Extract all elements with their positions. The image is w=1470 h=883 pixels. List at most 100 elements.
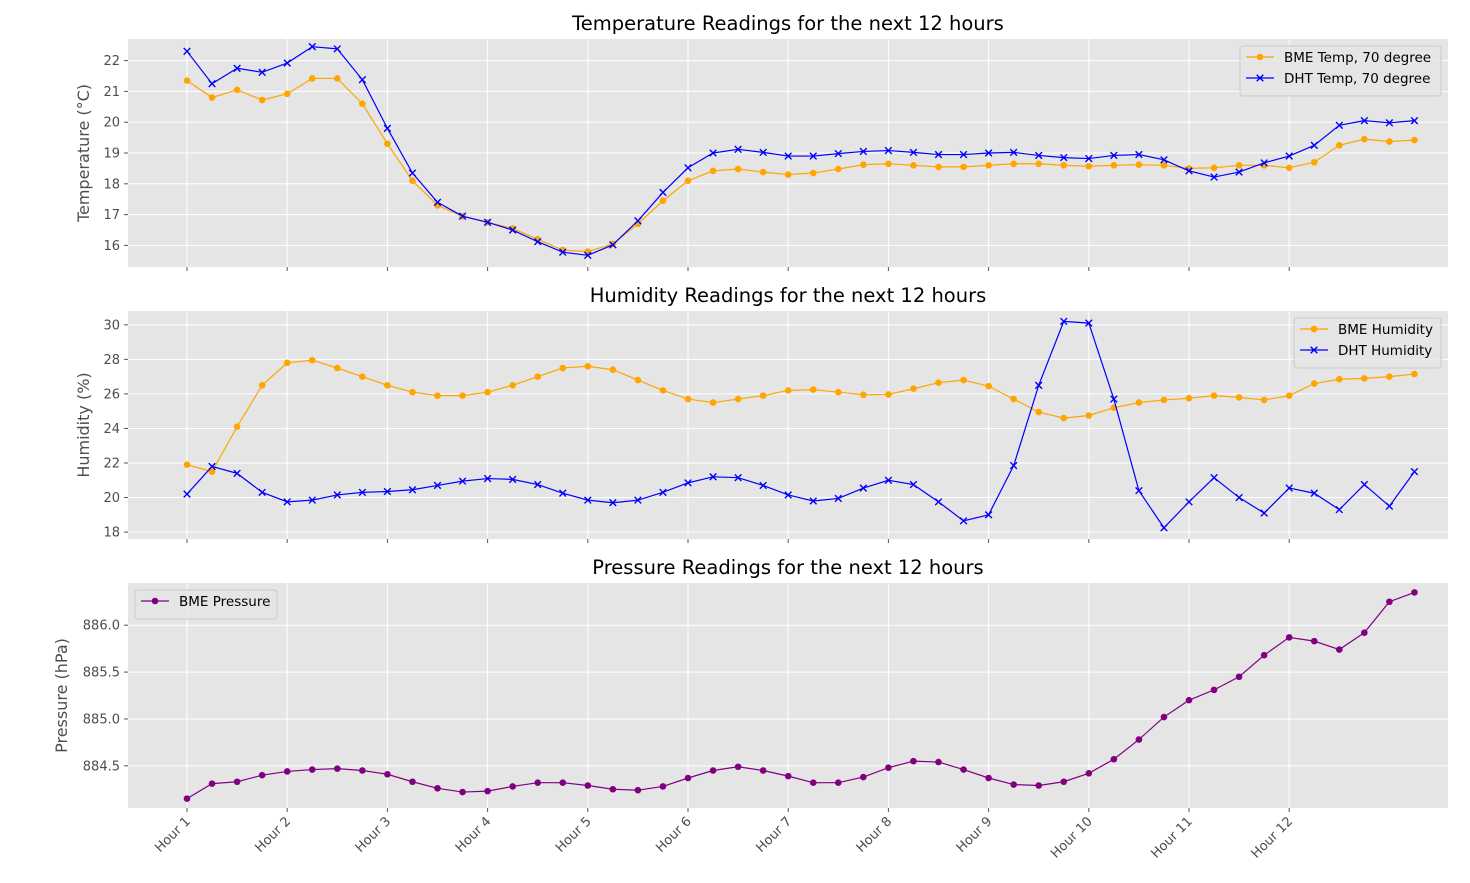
data-point [985, 162, 992, 169]
data-point [1210, 164, 1218, 172]
data-point [659, 197, 667, 205]
x-tick-label: Hour 8 [854, 814, 896, 856]
data-point [1185, 498, 1193, 506]
legend: BME Humidity DHT Humidity [1293, 317, 1442, 369]
data-point [558, 248, 567, 257]
y-axis-label: Humidity (%) [74, 372, 93, 477]
y-axis-label: Pressure (hPa) [52, 638, 71, 753]
series-2 [183, 42, 1419, 260]
data-point [1135, 150, 1143, 159]
data-point [283, 359, 291, 367]
legend-marker [1256, 53, 1264, 61]
legend-label: DHT Humidity [1338, 343, 1432, 359]
data-point [358, 488, 367, 497]
data-point [1235, 162, 1243, 169]
data-point [308, 75, 316, 82]
data-point [960, 163, 967, 171]
data-point [534, 373, 541, 380]
data-point [1035, 408, 1042, 416]
x-tick-label: Hour 1 [152, 814, 194, 856]
data-point [533, 237, 542, 246]
data-point [709, 149, 717, 157]
data-point [835, 165, 842, 173]
data-point [1009, 461, 1018, 470]
legend-label: DHT Temp, 70 degree [1284, 71, 1430, 87]
data-point [508, 226, 517, 234]
data-point [533, 480, 542, 489]
data-point [1085, 162, 1093, 170]
data-point [1285, 392, 1293, 399]
data-point [1010, 160, 1017, 168]
data-point [1260, 651, 1268, 659]
series-1 [183, 589, 1418, 802]
data-point [258, 68, 266, 77]
data-point [409, 388, 416, 396]
data-point [659, 488, 667, 497]
data-point [984, 149, 993, 157]
data-point [1185, 696, 1193, 704]
data-point [509, 783, 516, 790]
data-point [1034, 381, 1043, 390]
data-point [1285, 164, 1293, 172]
data-point [860, 391, 867, 399]
series-line [186, 77, 1415, 253]
data-point [584, 251, 592, 260]
data-point [1336, 646, 1343, 653]
chart-title: Humidity Readings for the next 12 hours [590, 284, 987, 307]
data-point [1260, 396, 1268, 404]
data-point [734, 763, 742, 771]
data-point [1160, 155, 1168, 164]
data-point [1035, 160, 1042, 168]
data-point [609, 785, 617, 793]
y-tick-label: 18 [103, 526, 120, 541]
legend-marker [151, 597, 159, 605]
data-point [233, 86, 241, 94]
data-point [559, 364, 567, 372]
data-point [434, 785, 441, 792]
data-point [659, 387, 667, 394]
data-point [884, 476, 893, 485]
data-point [659, 783, 667, 790]
data-point [885, 160, 892, 168]
data-point [734, 473, 742, 482]
data-point [784, 171, 792, 178]
data-point [1235, 493, 1243, 502]
data-point [759, 392, 767, 399]
data-point [183, 490, 191, 498]
series-line [186, 591, 1415, 800]
legend-label: BME Temp, 70 degree [1284, 50, 1431, 66]
data-point [910, 757, 917, 765]
data-point [859, 484, 868, 492]
data-point [734, 395, 742, 403]
data-point [183, 461, 191, 469]
data-point [334, 364, 341, 372]
legend-box [134, 589, 278, 620]
data-point [784, 152, 792, 160]
data-point [1386, 373, 1393, 380]
data-point [960, 766, 967, 773]
data-point [834, 149, 843, 158]
data-point [859, 147, 868, 156]
y-tick-label: 28 [103, 353, 120, 368]
chart-panel-1: 16 17 18 19 20 21 22 Temperature Readings for t… [74, 12, 1448, 271]
data-point [383, 124, 392, 133]
y-tick-label: 22 [103, 54, 120, 69]
data-point [659, 188, 667, 197]
data-point [484, 787, 491, 795]
data-point [208, 468, 216, 475]
data-point [634, 496, 642, 504]
data-point [834, 494, 843, 503]
data-point [860, 161, 867, 169]
data-point [358, 75, 367, 84]
data-point [1360, 480, 1369, 489]
data-point [684, 774, 692, 782]
data-point [1060, 162, 1068, 169]
data-point [1185, 394, 1193, 402]
legend-marker [1310, 325, 1318, 333]
data-point [909, 148, 918, 157]
chart-panel-3: 884.5 885.0 885.5 886.0 Pressure Readings fo… [52, 556, 1448, 812]
data-point [784, 387, 792, 394]
data-point [458, 212, 467, 220]
series-1 [183, 75, 1418, 255]
data-point [208, 94, 216, 101]
